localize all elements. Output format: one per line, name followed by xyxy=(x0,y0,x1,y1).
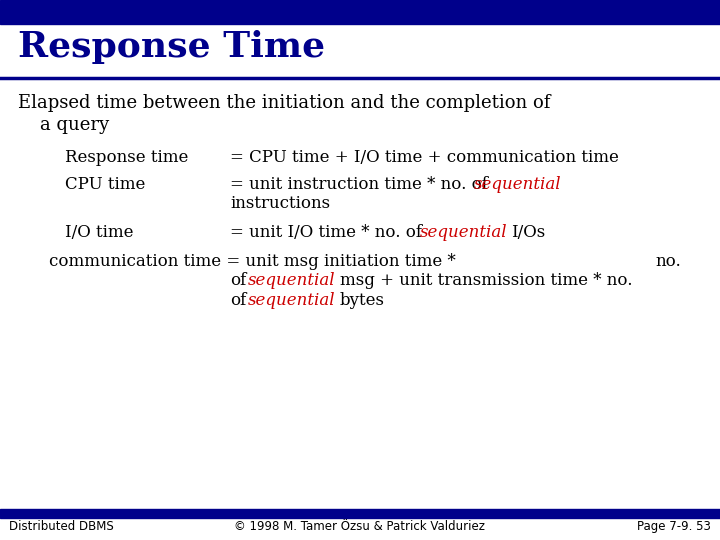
Text: of: of xyxy=(230,292,247,308)
Text: of: of xyxy=(230,272,247,289)
Text: © 1998 M. Tamer Özsu & Patrick Valduriez: © 1998 M. Tamer Özsu & Patrick Valduriez xyxy=(235,520,485,534)
Text: Page 7-9. 53: Page 7-9. 53 xyxy=(637,520,711,534)
Text: Response Time: Response Time xyxy=(18,30,325,64)
Text: sequential: sequential xyxy=(474,176,562,193)
Text: I/O time: I/O time xyxy=(65,224,133,240)
Text: Distributed DBMS: Distributed DBMS xyxy=(9,520,113,534)
Text: bytes: bytes xyxy=(340,292,384,308)
Text: msg + unit transmission time * no.: msg + unit transmission time * no. xyxy=(340,272,632,289)
Text: I/Os: I/Os xyxy=(511,224,546,240)
Text: Response time: Response time xyxy=(65,149,188,166)
Text: sequential: sequential xyxy=(248,292,336,308)
Bar xyxy=(0,509,720,518)
Text: = unit I/O time * no. of: = unit I/O time * no. of xyxy=(230,224,423,240)
Text: CPU time: CPU time xyxy=(65,176,145,193)
Text: Elapsed time between the initiation and the completion of: Elapsed time between the initiation and … xyxy=(18,94,550,112)
Text: sequential: sequential xyxy=(420,224,508,240)
Text: no.: no. xyxy=(655,253,681,269)
Text: communication time = unit msg initiation time *: communication time = unit msg initiation… xyxy=(49,253,456,269)
Text: instructions: instructions xyxy=(230,195,330,212)
Text: = unit instruction time * no. of: = unit instruction time * no. of xyxy=(230,176,488,193)
Bar xyxy=(0,0,720,24)
Text: sequential: sequential xyxy=(248,272,336,289)
Text: = CPU time + I/O time + communication time: = CPU time + I/O time + communication ti… xyxy=(230,149,619,166)
Text: a query: a query xyxy=(40,116,109,133)
